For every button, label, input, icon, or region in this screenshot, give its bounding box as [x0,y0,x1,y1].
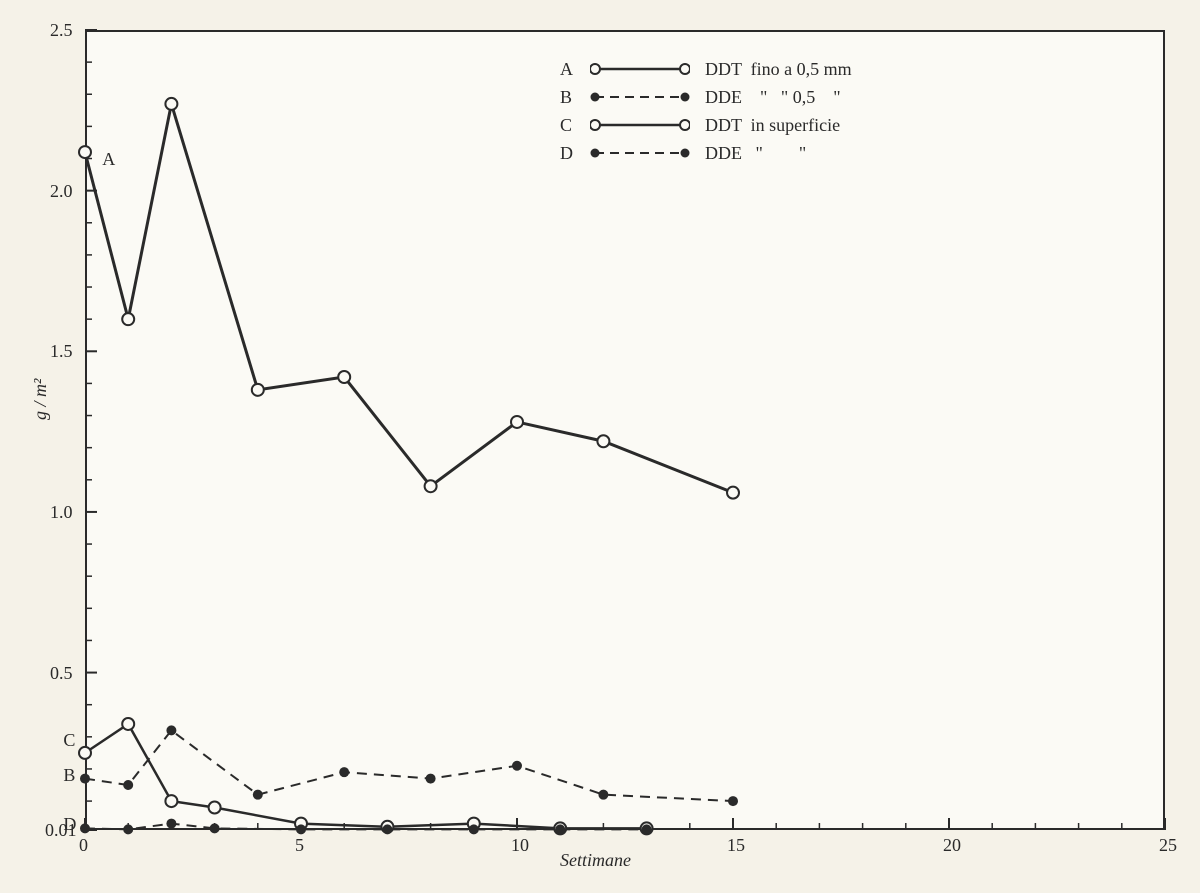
chart-svg [0,0,1200,893]
photo-frame: g / m² Settimane 0.01 0.5 1.0 1.5 2.0 2.… [0,0,1200,893]
